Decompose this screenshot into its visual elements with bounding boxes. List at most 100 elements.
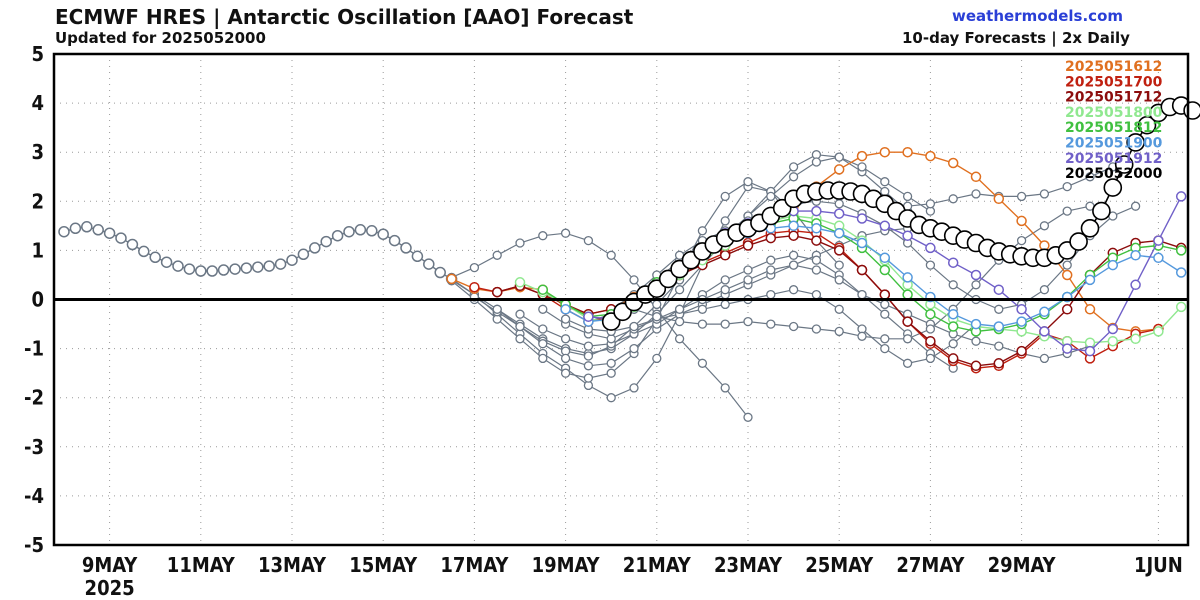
data-point bbox=[788, 172, 799, 182]
data-point bbox=[1130, 201, 1141, 211]
data-point bbox=[1061, 269, 1073, 281]
data-point bbox=[252, 261, 264, 273]
legend-entry: 2025051912 bbox=[1065, 151, 1162, 167]
data-point bbox=[377, 228, 389, 240]
data-point bbox=[492, 304, 502, 314]
data-point bbox=[1080, 219, 1100, 238]
data-point bbox=[994, 304, 1004, 314]
data-point bbox=[719, 250, 731, 261]
data-point bbox=[515, 321, 525, 332]
legend-entry: 2025051812 bbox=[1065, 120, 1162, 136]
data-point bbox=[833, 164, 845, 175]
data-point bbox=[297, 248, 310, 261]
data-point bbox=[446, 273, 457, 285]
data-point bbox=[1084, 274, 1096, 286]
data-point bbox=[766, 319, 776, 329]
data-point bbox=[652, 312, 662, 322]
data-point bbox=[811, 235, 822, 246]
data-point bbox=[720, 275, 730, 285]
data-point bbox=[1107, 323, 1119, 335]
data-point bbox=[766, 289, 776, 300]
data-point bbox=[993, 321, 1005, 332]
data-point bbox=[674, 304, 685, 314]
data-point bbox=[1175, 267, 1187, 278]
forecast-info: 10-day Forecasts | 2x Daily bbox=[902, 29, 1130, 47]
data-point bbox=[902, 146, 913, 158]
data-point bbox=[560, 334, 571, 344]
series-line bbox=[565, 264, 1091, 360]
data-point bbox=[674, 316, 685, 327]
data-point bbox=[388, 234, 401, 247]
data-point bbox=[583, 361, 594, 371]
data-point bbox=[469, 262, 480, 273]
data-point bbox=[1069, 232, 1088, 251]
plot-frame bbox=[52, 52, 1190, 547]
legend-entry: 2025051712 bbox=[1065, 90, 1162, 106]
data-point bbox=[1103, 178, 1123, 197]
data-point bbox=[423, 258, 435, 270]
data-point bbox=[515, 238, 525, 248]
data-point bbox=[811, 205, 822, 217]
data-point bbox=[69, 222, 82, 235]
data-point bbox=[320, 235, 332, 248]
data-point bbox=[1126, 133, 1145, 152]
data-point bbox=[834, 304, 844, 314]
data-point bbox=[629, 343, 639, 354]
data-point bbox=[879, 146, 891, 158]
data-point bbox=[1016, 345, 1027, 357]
data-point bbox=[856, 264, 868, 276]
data-point bbox=[606, 358, 616, 368]
data-point bbox=[274, 258, 287, 270]
data-point bbox=[925, 260, 936, 270]
data-point bbox=[1062, 181, 1072, 192]
legend-entry: 2025051900 bbox=[1065, 136, 1163, 152]
data-point bbox=[560, 304, 571, 315]
data-point bbox=[515, 309, 525, 319]
data-point bbox=[857, 162, 867, 172]
series-line bbox=[451, 185, 795, 399]
data-point bbox=[879, 264, 891, 276]
data-point bbox=[856, 237, 868, 249]
data-point bbox=[434, 266, 446, 279]
data-point bbox=[834, 199, 844, 209]
data-point bbox=[195, 265, 207, 277]
data-point bbox=[697, 319, 708, 329]
data-point bbox=[629, 383, 639, 393]
data-point bbox=[411, 250, 424, 263]
data-point bbox=[720, 191, 730, 202]
data-point bbox=[606, 368, 616, 378]
data-point bbox=[92, 224, 104, 236]
data-point bbox=[880, 186, 890, 197]
data-point bbox=[1183, 101, 1200, 120]
data-point bbox=[229, 263, 241, 275]
data-point bbox=[834, 275, 844, 285]
data-point bbox=[343, 225, 355, 238]
data-point bbox=[720, 319, 730, 329]
data-point bbox=[1153, 235, 1164, 246]
data-point bbox=[902, 289, 913, 300]
data-point bbox=[652, 353, 662, 364]
data-point bbox=[538, 353, 548, 364]
y-tick-label: -4 bbox=[24, 484, 44, 508]
data-point bbox=[811, 157, 822, 167]
data-point bbox=[925, 199, 936, 209]
data-point bbox=[993, 358, 1005, 369]
data-point bbox=[766, 191, 776, 202]
x-tick-label: 29MAY bbox=[988, 553, 1057, 577]
site-link[interactable]: weathermodels.com bbox=[952, 7, 1124, 25]
data-point bbox=[856, 213, 868, 224]
legend-entry: 2025051612 bbox=[1065, 59, 1162, 75]
data-point bbox=[720, 383, 730, 393]
data-point bbox=[583, 311, 594, 322]
y-tick-label: -1 bbox=[24, 337, 44, 361]
data-point bbox=[788, 230, 799, 241]
data-point bbox=[743, 275, 753, 285]
data-point bbox=[1114, 155, 1134, 174]
data-point bbox=[811, 223, 822, 234]
data-point bbox=[879, 252, 891, 264]
data-point bbox=[1175, 301, 1187, 313]
data-point bbox=[880, 299, 890, 310]
chart-subtitle: Updated for 2025052000 bbox=[55, 29, 266, 47]
data-point bbox=[583, 373, 594, 383]
data-point bbox=[1092, 201, 1111, 221]
